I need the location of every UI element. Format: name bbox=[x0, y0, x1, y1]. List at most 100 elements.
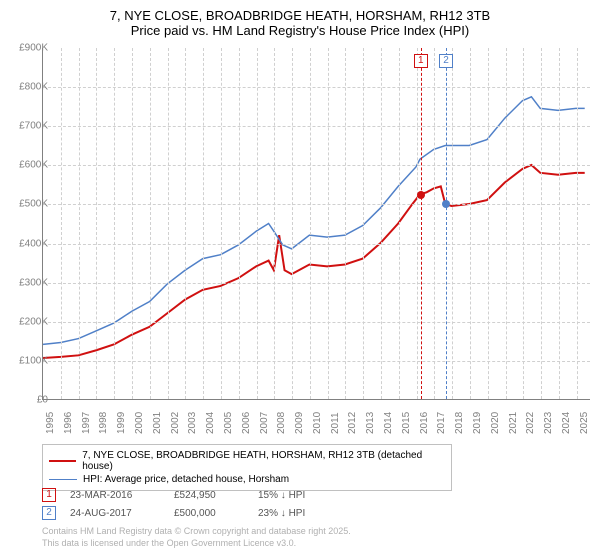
x-axis-label: 1998 bbox=[98, 412, 109, 434]
sale-marker-line bbox=[421, 48, 422, 399]
x-axis-label: 2018 bbox=[454, 412, 465, 434]
x-axis-label: 2020 bbox=[490, 412, 501, 434]
chart-container: 7, NYE CLOSE, BROADBRIDGE HEATH, HORSHAM… bbox=[0, 0, 600, 560]
x-gridline bbox=[185, 48, 186, 399]
x-gridline bbox=[257, 48, 258, 399]
x-axis-label: 2000 bbox=[134, 412, 145, 434]
x-axis-label: 2011 bbox=[330, 412, 341, 434]
sale-dot-icon bbox=[442, 200, 450, 208]
sale-marker-box: 1 bbox=[414, 54, 428, 68]
y-gridline bbox=[43, 204, 590, 205]
y-axis-label: £500K bbox=[6, 199, 48, 210]
sales-row: 1 23-MAR-2016 £524,950 15% ↓ HPI bbox=[42, 486, 348, 504]
y-axis-label: £900K bbox=[6, 43, 48, 54]
x-axis-label: 2008 bbox=[276, 412, 287, 434]
title-address: 7, NYE CLOSE, BROADBRIDGE HEATH, HORSHAM… bbox=[0, 8, 600, 23]
legend-item: HPI: Average price, detached house, Hors… bbox=[49, 473, 445, 486]
x-axis-label: 2012 bbox=[347, 412, 358, 434]
x-axis-label: 1999 bbox=[116, 412, 127, 434]
x-gridline bbox=[239, 48, 240, 399]
legend-label: HPI: Average price, detached house, Hors… bbox=[83, 474, 289, 485]
y-gridline bbox=[43, 322, 590, 323]
x-axis-label: 2010 bbox=[312, 412, 323, 434]
x-gridline bbox=[523, 48, 524, 399]
y-axis-label: £100K bbox=[6, 355, 48, 366]
x-gridline bbox=[203, 48, 204, 399]
sale-date: 23-MAR-2016 bbox=[70, 490, 160, 501]
x-gridline bbox=[274, 48, 275, 399]
x-gridline bbox=[132, 48, 133, 399]
x-gridline bbox=[310, 48, 311, 399]
x-axis-label: 2017 bbox=[436, 412, 447, 434]
y-gridline bbox=[43, 361, 590, 362]
sale-price: £500,000 bbox=[174, 508, 244, 519]
x-gridline bbox=[96, 48, 97, 399]
series-hpi bbox=[43, 97, 585, 345]
y-gridline bbox=[43, 87, 590, 88]
plot-area: 12 bbox=[42, 48, 590, 400]
sale-marker-icon: 1 bbox=[42, 488, 56, 502]
x-gridline bbox=[150, 48, 151, 399]
x-gridline bbox=[434, 48, 435, 399]
sale-price: £524,950 bbox=[174, 490, 244, 501]
sale-dot-icon bbox=[417, 191, 425, 199]
x-axis-label: 2006 bbox=[241, 412, 252, 434]
x-axis-label: 2016 bbox=[419, 412, 430, 434]
attribution-line: Contains HM Land Registry data © Crown c… bbox=[42, 526, 351, 538]
x-gridline bbox=[114, 48, 115, 399]
sales-row: 2 24-AUG-2017 £500,000 23% ↓ HPI bbox=[42, 504, 348, 522]
line-series-svg bbox=[43, 48, 590, 399]
x-axis-label: 2004 bbox=[205, 412, 216, 434]
x-gridline bbox=[541, 48, 542, 399]
y-gridline bbox=[43, 244, 590, 245]
legend-label: 7, NYE CLOSE, BROADBRIDGE HEATH, HORSHAM… bbox=[82, 450, 445, 472]
x-gridline bbox=[399, 48, 400, 399]
sale-marker-icon: 2 bbox=[42, 506, 56, 520]
x-gridline bbox=[381, 48, 382, 399]
x-axis-label: 2003 bbox=[187, 412, 198, 434]
sale-pct-vs-hpi: 15% ↓ HPI bbox=[258, 490, 348, 501]
y-axis-label: £200K bbox=[6, 316, 48, 327]
x-axis-label: 2022 bbox=[525, 412, 536, 434]
x-axis-label: 2002 bbox=[170, 412, 181, 434]
x-gridline bbox=[345, 48, 346, 399]
x-gridline bbox=[577, 48, 578, 399]
x-gridline bbox=[168, 48, 169, 399]
series-price_paid bbox=[43, 165, 585, 358]
y-axis-label: £400K bbox=[6, 238, 48, 249]
x-axis-label: 2005 bbox=[223, 412, 234, 434]
y-gridline bbox=[43, 126, 590, 127]
x-axis-label: 1995 bbox=[45, 412, 56, 434]
x-gridline bbox=[488, 48, 489, 399]
x-gridline bbox=[363, 48, 364, 399]
x-gridline bbox=[506, 48, 507, 399]
x-axis-label: 2014 bbox=[383, 412, 394, 434]
x-axis-label: 2025 bbox=[579, 412, 590, 434]
x-gridline bbox=[452, 48, 453, 399]
x-axis-label: 2023 bbox=[543, 412, 554, 434]
x-gridline bbox=[61, 48, 62, 399]
legend-item: 7, NYE CLOSE, BROADBRIDGE HEATH, HORSHAM… bbox=[49, 449, 445, 473]
sale-marker-line bbox=[446, 48, 447, 399]
x-axis-label: 2009 bbox=[294, 412, 305, 434]
legend-swatch bbox=[49, 460, 76, 462]
y-gridline bbox=[43, 283, 590, 284]
x-axis-label: 1997 bbox=[81, 412, 92, 434]
attribution-text: Contains HM Land Registry data © Crown c… bbox=[42, 526, 351, 549]
x-gridline bbox=[292, 48, 293, 399]
x-gridline bbox=[79, 48, 80, 399]
x-axis-label: 2019 bbox=[472, 412, 483, 434]
y-gridline bbox=[43, 165, 590, 166]
sale-pct-vs-hpi: 23% ↓ HPI bbox=[258, 508, 348, 519]
sales-table: 1 23-MAR-2016 £524,950 15% ↓ HPI 2 24-AU… bbox=[42, 486, 348, 522]
sale-date: 24-AUG-2017 bbox=[70, 508, 160, 519]
y-axis-label: £700K bbox=[6, 121, 48, 132]
y-axis-label: £800K bbox=[6, 82, 48, 93]
y-axis-label: £600K bbox=[6, 160, 48, 171]
x-axis-label: 2001 bbox=[152, 412, 163, 434]
x-gridline bbox=[470, 48, 471, 399]
x-gridline bbox=[417, 48, 418, 399]
y-axis-label: £0 bbox=[6, 395, 48, 406]
x-axis-label: 2021 bbox=[508, 412, 519, 434]
attribution-line: This data is licensed under the Open Gov… bbox=[42, 538, 351, 550]
